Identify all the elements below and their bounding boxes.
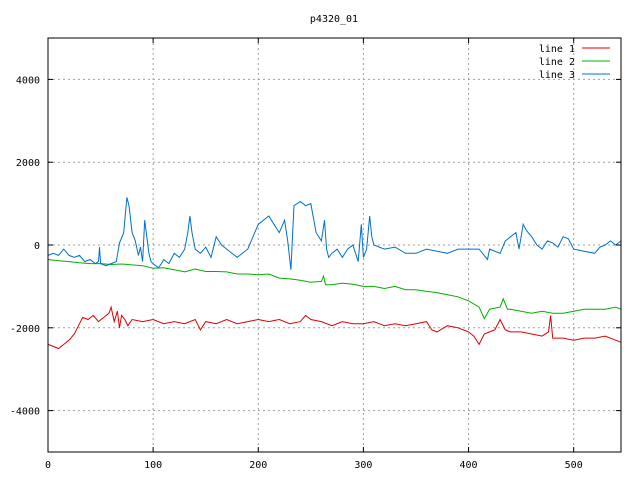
x-tick-label: 500 xyxy=(565,460,583,471)
series-line-1 xyxy=(47,305,622,350)
axis-ticks: 0 100 200 300 400 500 -4000 -2000 0 2000 4000 xyxy=(10,38,621,471)
chart-title: p4320_01 xyxy=(310,14,358,25)
x-tick-label: 200 xyxy=(249,460,267,471)
y-tick-label: -2000 xyxy=(10,324,40,335)
y-tick-label: -4000 xyxy=(10,407,40,418)
series-group xyxy=(47,197,622,350)
x-tick-label: 300 xyxy=(354,460,372,471)
series-line-2 xyxy=(47,259,622,320)
legend-label-1: line 1 xyxy=(539,44,575,55)
legend-label-3: line 3 xyxy=(539,70,575,81)
series-line-3 xyxy=(47,197,622,270)
legend-label-2: line 2 xyxy=(539,57,575,68)
x-tick-label: 400 xyxy=(460,460,478,471)
x-tick-label: 100 xyxy=(144,460,162,471)
legend: line 1 line 2 line 3 xyxy=(539,44,610,81)
x-tick-label: 0 xyxy=(45,460,51,471)
y-tick-label: 2000 xyxy=(16,158,40,169)
y-tick-label: 4000 xyxy=(16,75,40,86)
grid xyxy=(48,38,621,452)
y-tick-label: 0 xyxy=(34,241,40,252)
